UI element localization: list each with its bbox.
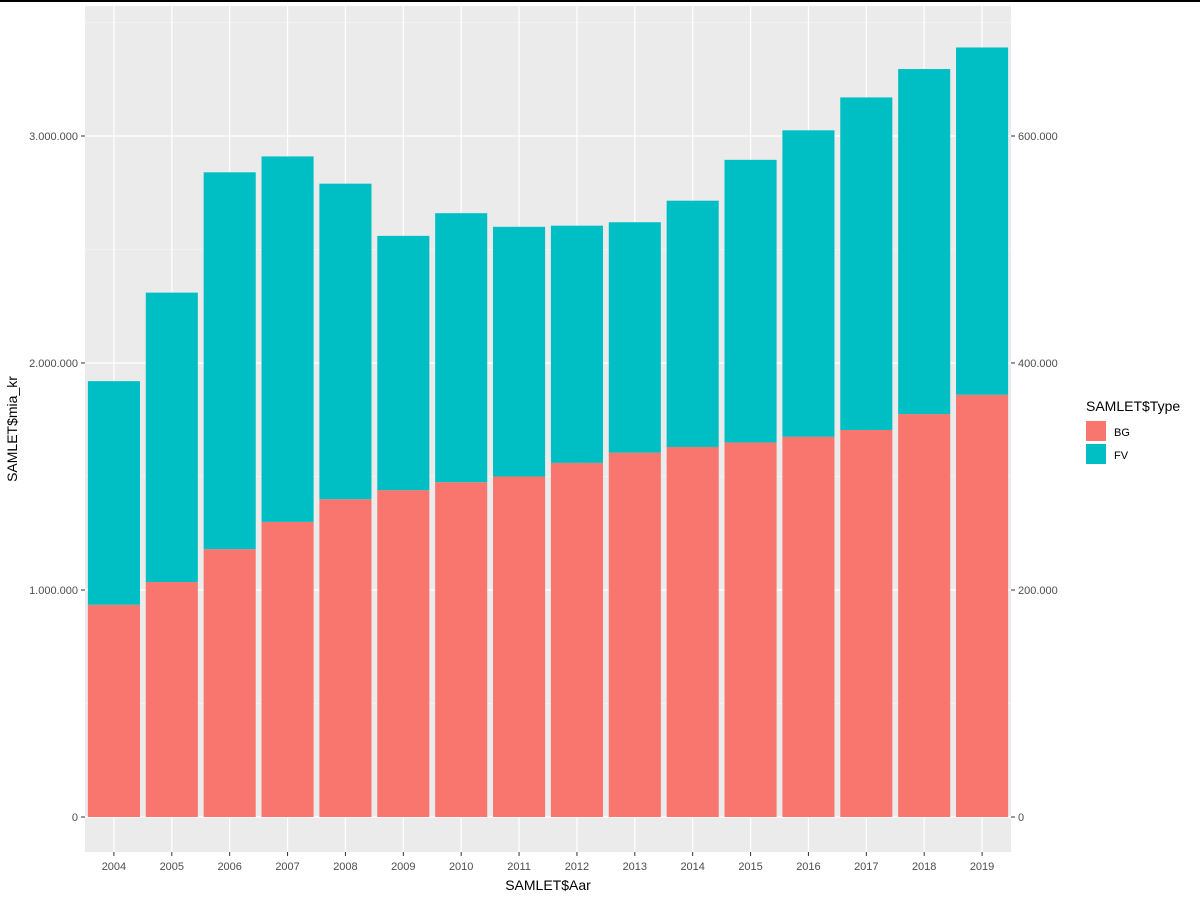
legend-label-BG: BG: [1114, 427, 1130, 439]
bar-BG-2014: [666, 446, 719, 817]
bar-FV-2010: [435, 213, 488, 483]
x-tick-label: 2019: [970, 861, 994, 873]
secondary-y-tick-label: 600.000: [1018, 131, 1058, 143]
bar-BG-2007: [261, 521, 314, 817]
bar-BG-2006: [203, 549, 256, 817]
y-tick-label: 2.000.000: [29, 358, 78, 370]
y-tick-label: 0: [72, 812, 78, 824]
x-tick-label: 2011: [507, 861, 531, 873]
bar-FV-2008: [319, 183, 372, 500]
bar-BG-2016: [782, 436, 835, 817]
x-tick-label: 2009: [391, 861, 415, 873]
legend-title: SAMLET$Type: [1086, 398, 1180, 414]
x-axis-title: SAMLET$Aar: [505, 877, 591, 893]
secondary-y-tick-label: 400.000: [1018, 358, 1058, 370]
bar-FV-2017: [840, 97, 893, 430]
x-tick-label: 2006: [217, 861, 241, 873]
legend: SAMLET$Type BG FV: [1086, 398, 1180, 464]
bar-BG-2018: [898, 414, 951, 817]
bar-FV-2018: [898, 69, 951, 415]
legend-key-FV: [1086, 444, 1106, 464]
bar-BG-2008: [319, 499, 372, 817]
bar-BG-2019: [956, 394, 1009, 817]
bar-FV-2005: [145, 292, 198, 583]
x-tick-label: 2012: [565, 861, 589, 873]
x-tick-label: 2004: [102, 861, 126, 873]
legend-key-BG: [1086, 421, 1106, 441]
x-tick-label: 2015: [738, 861, 762, 873]
y-axis-title: SAMLET$mia_kr: [4, 376, 20, 482]
bar-BG-2005: [145, 582, 198, 817]
x-axis: 2004 2005 2006 2007 2008 2009 2010 2011 2012 2013…: [102, 852, 994, 873]
bar-FV-2016: [782, 130, 835, 437]
y-tick-label: 1.000.000: [29, 585, 78, 597]
y-axis-left: 0 1.000.000 2.000.000 3.000.000: [29, 131, 85, 824]
x-tick-label: 2013: [623, 861, 647, 873]
bar-BG-2009: [377, 490, 430, 817]
y-axis-right: 0 200.000 400.000 600.000: [1011, 131, 1058, 824]
x-tick-label: 2017: [854, 861, 878, 873]
x-tick-label: 2014: [680, 861, 704, 873]
secondary-y-tick-label: 200.000: [1018, 585, 1058, 597]
x-tick-label: 2007: [275, 861, 299, 873]
bar-FV-2014: [666, 200, 719, 447]
bar-FV-2012: [550, 225, 603, 463]
bar-FV-2019: [956, 47, 1009, 395]
bar-BG-2013: [608, 452, 661, 817]
bar-BG-2017: [840, 429, 893, 817]
bar-BG-2012: [550, 462, 603, 817]
bar-BG-2011: [493, 476, 546, 817]
bar-BG-2015: [724, 442, 777, 817]
bar-FV-2011: [493, 226, 546, 477]
bar-FV-2004: [87, 381, 140, 605]
secondary-y-tick-label: 0: [1018, 812, 1024, 824]
y-tick-label: 3.000.000: [29, 131, 78, 143]
bar-FV-2015: [724, 159, 777, 443]
x-tick-label: 2008: [333, 861, 357, 873]
legend-label-FV: FV: [1114, 450, 1129, 462]
bar-FV-2007: [261, 156, 314, 522]
bar-FV-2013: [608, 222, 661, 453]
x-tick-label: 2005: [160, 861, 184, 873]
bar-FV-2009: [377, 235, 430, 491]
bars: [87, 47, 1009, 817]
x-tick-label: 2010: [449, 861, 473, 873]
window-top-border: [0, 0, 1200, 2]
x-tick-label: 2018: [912, 861, 936, 873]
bar-BG-2004: [87, 604, 140, 817]
bar-BG-2010: [435, 482, 488, 817]
x-tick-label: 2016: [796, 861, 820, 873]
bar-FV-2006: [203, 172, 256, 550]
